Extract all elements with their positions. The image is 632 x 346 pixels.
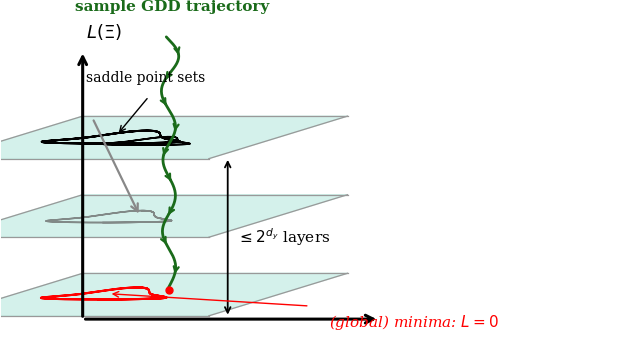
Text: $L(\Xi)$: $L(\Xi)$ [86,22,122,43]
Polygon shape [0,195,348,237]
Text: (global) minima: $L = 0$: (global) minima: $L = 0$ [329,313,498,332]
Text: sample GDD trajectory: sample GDD trajectory [75,0,270,14]
Polygon shape [0,116,348,159]
Text: $\leq 2^{d_y}$ layers: $\leq 2^{d_y}$ layers [237,226,331,248]
Text: saddle point sets: saddle point sets [86,72,205,85]
Polygon shape [0,273,348,316]
